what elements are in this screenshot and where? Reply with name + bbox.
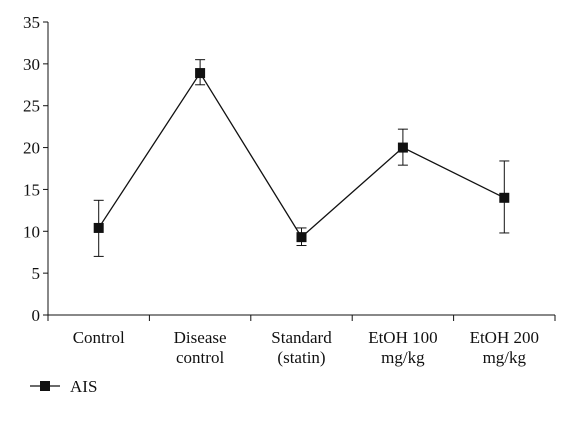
- x-tick-label: Standard: [271, 328, 332, 347]
- series-line: [98, 71, 505, 239]
- data-point: [397, 142, 408, 153]
- y-tick-label: 35: [23, 13, 40, 32]
- y-tick-label: 25: [23, 97, 40, 116]
- data-point: [93, 222, 104, 233]
- x-tick-label: mg/kg: [483, 348, 527, 367]
- y-tick-label: 0: [32, 306, 41, 325]
- x-tick-label: EtOH 100: [368, 328, 437, 347]
- legend-label: AIS: [70, 377, 97, 396]
- y-tick-label: 10: [23, 222, 40, 241]
- legend: AIS: [30, 377, 97, 396]
- x-tick-label: Control: [73, 328, 125, 347]
- x-tick-label: Disease: [174, 328, 227, 347]
- y-tick-label: 30: [23, 55, 40, 74]
- y-tick-label: 15: [23, 180, 40, 199]
- data-point: [296, 232, 307, 243]
- y-tick-label: 20: [23, 139, 40, 158]
- x-tick-label: EtOH 200: [470, 328, 539, 347]
- data-point: [499, 192, 510, 203]
- legend-marker: [40, 381, 50, 391]
- data-point: [195, 68, 206, 79]
- x-tick-label: mg/kg: [381, 348, 425, 367]
- y-tick-label: 5: [32, 264, 41, 283]
- x-tick-label: (statin): [277, 348, 325, 367]
- x-tick-label: control: [176, 348, 224, 367]
